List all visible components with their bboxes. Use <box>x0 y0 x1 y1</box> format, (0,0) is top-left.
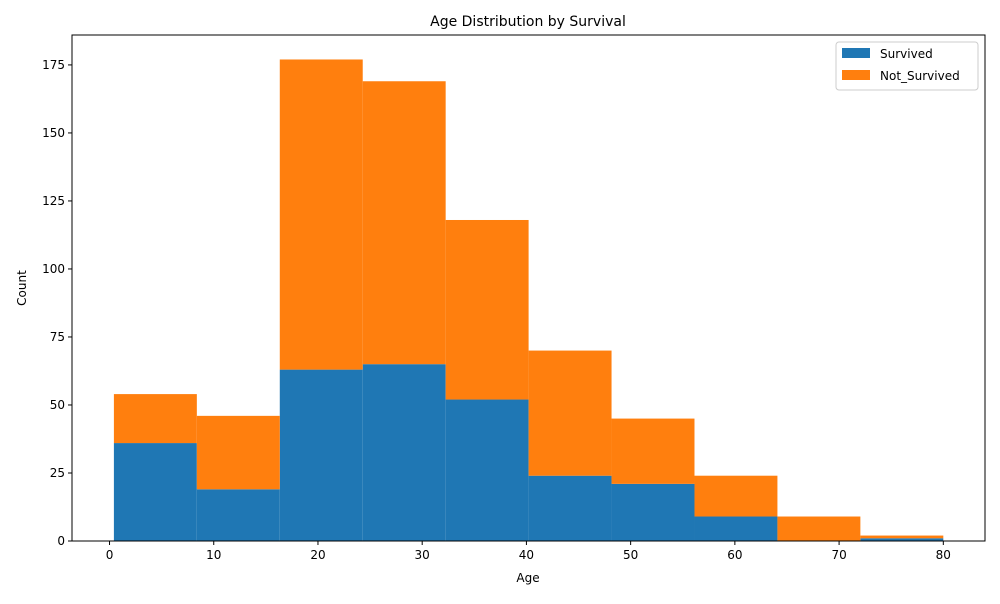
x-tick-label: 10 <box>206 548 221 562</box>
x-tick-label: 40 <box>519 548 534 562</box>
plot-frame <box>71 34 986 542</box>
x-tick-label: 60 <box>727 548 742 562</box>
bar-not-survived-bin-7 <box>694 475 778 517</box>
bar-survived-bin-9 <box>860 538 944 541</box>
x-tick-label: 50 <box>623 548 638 562</box>
y-tick-label: 125 <box>42 194 65 208</box>
bar-not-survived-bin-1 <box>196 415 280 490</box>
x-tick-label: 30 <box>415 548 430 562</box>
bar-survived-bin-1 <box>196 489 280 541</box>
chart-title: Age Distribution by Survival <box>430 14 626 30</box>
x-tick-label: 70 <box>831 548 846 562</box>
y-axis-ticks: 0 25 50 75 100 125 150 175 <box>42 58 72 548</box>
x-axis-ticks: 0 10 20 30 40 50 60 70 80 <box>106 541 951 562</box>
legend-label-survived: Survived <box>880 47 933 61</box>
bar-survived-bin-3 <box>362 364 446 541</box>
bar-not-survived-bin-4 <box>445 219 529 400</box>
legend-frame <box>835 41 979 91</box>
legend: Survived Not_Survived <box>835 41 979 91</box>
x-tick-label: 80 <box>936 548 951 562</box>
y-tick-label: 75 <box>50 330 65 344</box>
bar-survived-bin-5 <box>528 475 612 541</box>
y-tick-label: 100 <box>42 262 65 276</box>
bars-layer <box>113 59 944 541</box>
y-tick-label: 175 <box>42 58 65 72</box>
bar-not-survived-bin-6 <box>611 418 695 484</box>
bar-not-survived-bin-9 <box>860 535 944 539</box>
bar-not-survived-bin-8 <box>777 516 861 541</box>
bar-survived-bin-7 <box>694 516 778 541</box>
x-tick-label: 20 <box>310 548 325 562</box>
bar-survived-bin-4 <box>445 399 529 541</box>
x-axis-label: Age <box>516 571 539 585</box>
y-tick-label: 0 <box>57 534 65 548</box>
legend-label-not-survived: Not_Survived <box>880 69 960 83</box>
bar-not-survived-bin-2 <box>279 59 363 370</box>
legend-swatch-not-survived <box>842 70 870 80</box>
bar-not-survived-bin-0 <box>113 394 197 444</box>
bar-survived-bin-0 <box>113 443 197 541</box>
bar-survived-bin-6 <box>611 483 695 541</box>
bar-not-survived-bin-3 <box>362 81 446 365</box>
legend-swatch-survived <box>842 48 870 58</box>
bar-survived-bin-2 <box>279 369 363 541</box>
y-axis-label: Count <box>15 270 29 306</box>
x-tick-label: 0 <box>106 548 114 562</box>
y-tick-label: 50 <box>50 398 65 412</box>
y-tick-label: 25 <box>50 466 65 480</box>
bar-not-survived-bin-5 <box>528 350 612 476</box>
y-tick-label: 150 <box>42 126 65 140</box>
